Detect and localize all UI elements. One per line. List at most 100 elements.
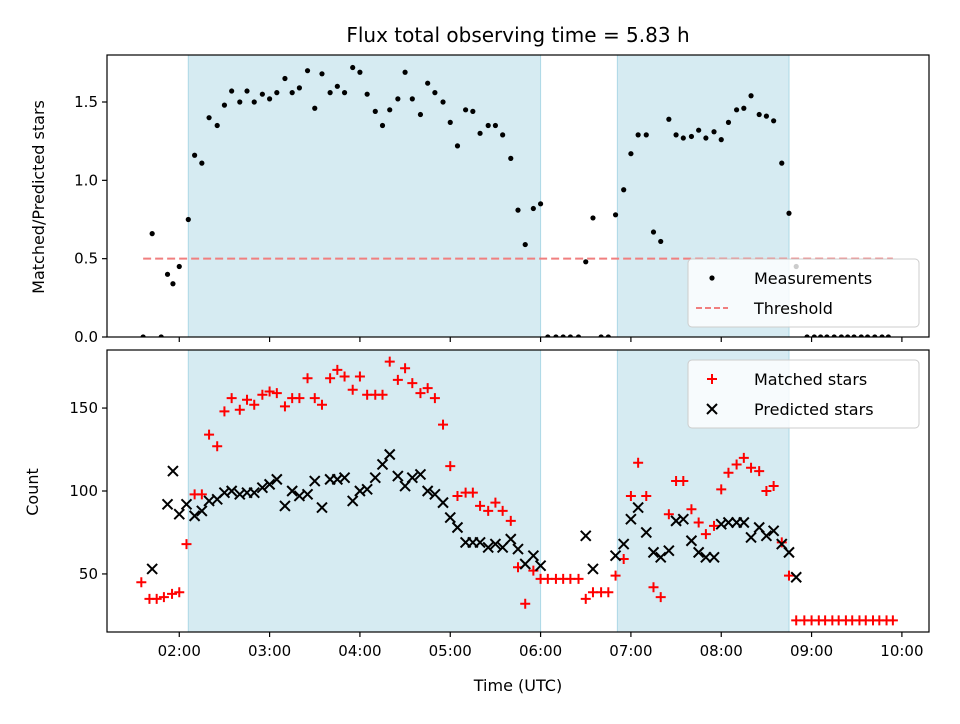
data-point (647, 546, 660, 559)
data-point (573, 573, 584, 584)
data-point (173, 508, 185, 520)
data-point (625, 490, 636, 501)
data-point (445, 461, 456, 472)
data-point (414, 468, 427, 481)
data-point (492, 122, 499, 129)
data-point (685, 535, 698, 547)
x-tick-label: 03:00 (248, 642, 291, 660)
data-point (756, 111, 762, 118)
data-point (725, 119, 732, 125)
y-tick-label: 150 (69, 399, 98, 417)
x-axis-label: Time (UTC) (473, 676, 562, 695)
data-point (377, 389, 388, 400)
data-point (149, 231, 155, 237)
data-point (696, 127, 702, 133)
x-tick-label: 04:00 (338, 642, 381, 660)
data-point (872, 334, 878, 337)
data-point (302, 373, 313, 384)
data-point (650, 229, 657, 235)
data-point (256, 481, 269, 494)
data-point (708, 551, 720, 564)
data-point (741, 105, 747, 111)
data-point (444, 511, 456, 524)
data-point (279, 401, 290, 412)
data-point (779, 160, 785, 166)
data-point (316, 501, 328, 514)
x-tick-label: 02:00 (158, 642, 201, 660)
plot-layer: 0.0 0.5 1.0 1.5 Measurements Threshold 50 100 15… (69, 54, 930, 660)
data-point (338, 472, 351, 484)
data-point (666, 116, 672, 122)
data-point (296, 85, 303, 91)
data-point (400, 363, 411, 374)
data-point (395, 96, 401, 102)
data-point (415, 388, 426, 399)
data-point (325, 373, 336, 384)
chart-title: Flux total observing time = 5.83 h (346, 23, 689, 47)
x-tick-label: 10:00 (880, 642, 923, 660)
data-point (783, 546, 795, 559)
data-point (422, 383, 433, 394)
data-point (387, 107, 393, 113)
data-point (451, 521, 464, 534)
data-point (760, 530, 773, 542)
data-point (151, 593, 162, 604)
data-point (438, 419, 449, 430)
x-tick-label: 07:00 (609, 642, 652, 660)
y-tick-label: 1.0 (74, 171, 98, 189)
data-point (181, 539, 192, 550)
data-point (452, 490, 463, 501)
series-measurements (140, 64, 891, 337)
x-tick-label: 08:00 (700, 642, 743, 660)
data-point (851, 334, 857, 337)
data-point (508, 155, 514, 161)
data-point (176, 263, 182, 270)
data-point (605, 334, 611, 337)
data-point (520, 598, 531, 609)
axes-frame (106, 54, 930, 338)
data-point (470, 108, 476, 114)
legend-label: Measurements (754, 269, 872, 288)
data-point (482, 541, 494, 554)
data-point (214, 122, 220, 129)
data-point (384, 448, 396, 461)
data-point (219, 406, 230, 417)
data-point (748, 93, 754, 99)
data-point (392, 374, 403, 385)
data-point (583, 259, 589, 265)
data-point (746, 462, 757, 473)
data-point (678, 476, 689, 487)
data-point (663, 509, 674, 520)
y-tick-label: 1.5 (74, 93, 98, 111)
top-y-axis-label: Matched/Predicted stars (29, 100, 48, 294)
data-point (454, 143, 461, 149)
data-point (242, 394, 253, 405)
data-point (409, 96, 415, 102)
data-point (289, 90, 295, 96)
data-point (369, 472, 381, 484)
data-point (879, 334, 885, 337)
data-point (164, 271, 171, 277)
data-point (621, 187, 627, 193)
data-point (185, 216, 191, 223)
data-point (406, 472, 419, 484)
data-point (251, 99, 257, 105)
data-point (790, 571, 802, 583)
data-point (485, 122, 491, 129)
data-point (334, 83, 340, 89)
data-point (174, 587, 185, 598)
data-point (534, 559, 547, 572)
data-point (237, 99, 243, 105)
data-point (692, 546, 705, 559)
data-point (429, 393, 440, 404)
data-point (257, 389, 268, 400)
panel-bottom: 50 100 150 02:00 03:00 04:00 05:00 06:00 07:00 08… (69, 349, 930, 660)
x-tick-label: 09:00 (790, 642, 833, 660)
data-point (738, 452, 749, 463)
data-point (738, 516, 750, 529)
data-point (700, 551, 712, 564)
series-predicted-stars (146, 448, 802, 583)
data-point (463, 107, 469, 113)
